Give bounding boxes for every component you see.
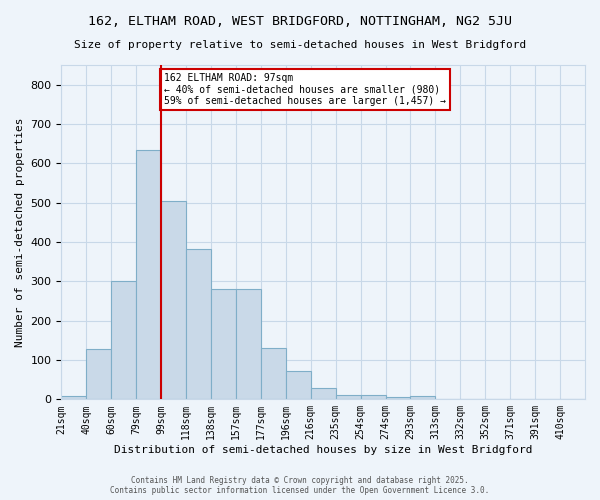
Bar: [236, 289, 261, 400]
Bar: [286, 371, 311, 400]
Text: Contains HM Land Registry data © Crown copyright and database right 2025.
Contai: Contains HM Land Registry data © Crown c…: [110, 476, 490, 495]
Bar: [261, 348, 286, 400]
Text: 162, ELTHAM ROAD, WEST BRIDGFORD, NOTTINGHAM, NG2 5JU: 162, ELTHAM ROAD, WEST BRIDGFORD, NOTTIN…: [88, 15, 512, 28]
Bar: [211, 289, 236, 400]
Bar: [361, 396, 386, 400]
Bar: [86, 349, 111, 400]
Bar: [136, 150, 161, 400]
Text: 162 ELTHAM ROAD: 97sqm
← 40% of semi-detached houses are smaller (980)
59% of se: 162 ELTHAM ROAD: 97sqm ← 40% of semi-det…: [164, 73, 446, 106]
X-axis label: Distribution of semi-detached houses by size in West Bridgford: Distribution of semi-detached houses by …: [114, 445, 532, 455]
Bar: [61, 396, 86, 400]
Bar: [410, 396, 436, 400]
Bar: [311, 388, 335, 400]
Bar: [335, 396, 361, 400]
Bar: [111, 280, 136, 400]
Bar: [386, 398, 410, 400]
Bar: [161, 200, 186, 400]
Text: Size of property relative to semi-detached houses in West Bridgford: Size of property relative to semi-detach…: [74, 40, 526, 50]
Bar: [186, 248, 211, 400]
Y-axis label: Number of semi-detached properties: Number of semi-detached properties: [15, 118, 25, 347]
